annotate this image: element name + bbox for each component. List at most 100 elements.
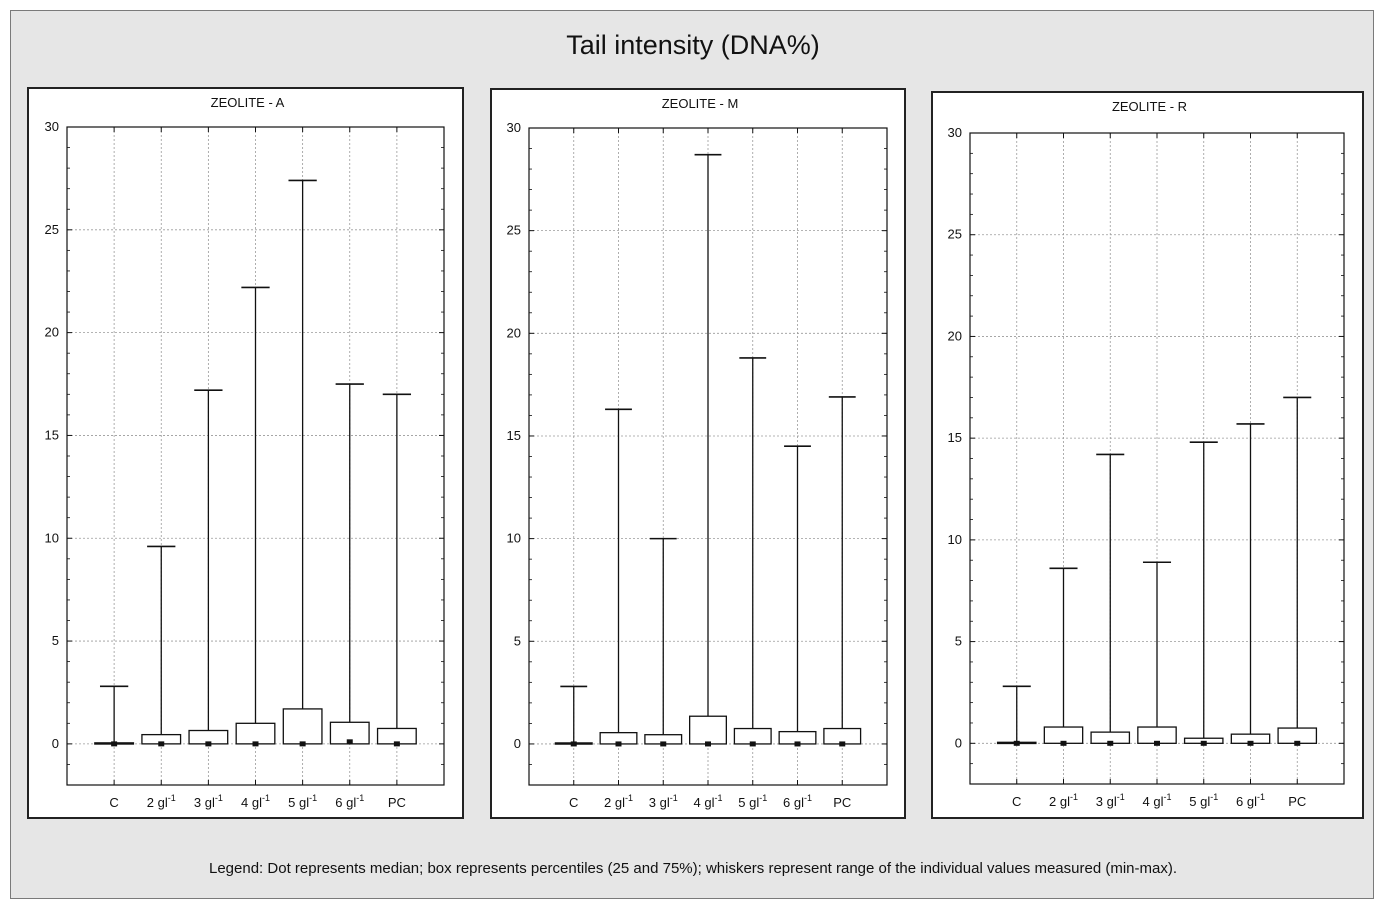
y-tick-label: 20: [948, 328, 962, 343]
x-tick-label: 5 gl-1: [738, 793, 767, 810]
x-tick-label: C: [1012, 794, 1021, 809]
y-tick-label: 10: [45, 530, 59, 545]
box: [282, 708, 323, 745]
median-dot: [1060, 740, 1067, 746]
x-tick-label: 6 gl-1: [783, 793, 812, 810]
x-tick-label: 4 gl-1: [241, 793, 270, 810]
x-tick-label-text: 5 gl: [738, 795, 759, 810]
x-tick-label-superscript: -1: [262, 793, 270, 803]
x-tick-label-text: 2 gl: [1049, 794, 1070, 809]
y-tick-label: 20: [45, 325, 59, 340]
x-tick-label-text: 6 gl: [1236, 794, 1257, 809]
x-tick-label-superscript: -1: [1163, 792, 1171, 802]
x-tick-label-text: C: [1012, 794, 1021, 809]
median-dot: [158, 741, 165, 747]
box: [235, 722, 276, 745]
y-tick-label: 10: [948, 532, 962, 547]
x-tick-label-superscript: -1: [804, 793, 812, 803]
median-dot: [794, 741, 801, 747]
x-tick-label-text: 6 gl: [335, 795, 356, 810]
x-tick-label: PC: [388, 795, 406, 810]
x-tick-label: C: [569, 795, 578, 810]
x-tick-label-text: 5 gl: [1189, 794, 1210, 809]
median-dot: [1294, 740, 1301, 746]
x-tick-label: 4 gl-1: [694, 793, 723, 810]
median-dot: [1013, 740, 1020, 746]
median-dot: [839, 741, 846, 747]
x-tick-label-text: 5 gl: [288, 795, 309, 810]
x-tick-label-text: PC: [1288, 794, 1306, 809]
y-tick-label: 25: [45, 222, 59, 237]
x-tick-label-text: 4 gl: [241, 795, 262, 810]
x-tick-label: 5 gl-1: [1189, 792, 1218, 809]
x-tick-label: 5 gl-1: [288, 793, 317, 810]
x-tick-label: 4 gl-1: [1143, 792, 1172, 809]
median-dot: [570, 741, 577, 747]
median-dot: [299, 741, 306, 747]
x-tick-label-superscript: -1: [168, 793, 176, 803]
median-dot: [660, 741, 667, 747]
x-tick-label-text: 3 gl: [1096, 794, 1117, 809]
x-tick-label: 2 gl-1: [1049, 792, 1078, 809]
median-dot: [615, 741, 622, 747]
x-tick-label-superscript: -1: [759, 793, 767, 803]
panel-zeolite-m: ZEOLITE - M 0 5 10 15 20 25 30 C 2 gl-1 3 gl-1 4 gl…: [490, 88, 906, 819]
y-tick-label: 0: [52, 736, 59, 751]
y-tick-label: 10: [507, 531, 521, 546]
x-tick-label-superscript: -1: [714, 793, 722, 803]
y-tick-label: 25: [507, 223, 521, 238]
median-dot: [1107, 740, 1114, 746]
x-tick-label-superscript: -1: [309, 793, 317, 803]
y-tick-label: 5: [955, 634, 962, 649]
y-tick-label: 15: [948, 430, 962, 445]
figure-title: Tail intensity (DNA%): [566, 30, 820, 60]
x-tick-label-text: 4 gl: [694, 795, 715, 810]
x-tick-label-text: 2 gl: [147, 795, 168, 810]
x-tick-label-text: C: [109, 795, 118, 810]
x-tick-label-superscript: -1: [1257, 792, 1265, 802]
y-tick-label: 5: [52, 633, 59, 648]
x-tick-label: 3 gl-1: [194, 793, 223, 810]
x-tick-label-superscript: -1: [1070, 792, 1078, 802]
x-tick-label: 3 gl-1: [649, 793, 678, 810]
x-tick-label-superscript: -1: [1117, 792, 1125, 802]
median-dot: [205, 741, 212, 747]
x-tick-label-text: 3 gl: [649, 795, 670, 810]
panel-title: ZEOLITE - A: [211, 95, 285, 110]
x-tick-label: 6 gl-1: [1236, 792, 1265, 809]
median-dot: [393, 741, 400, 747]
x-tick-label: PC: [1288, 794, 1306, 809]
y-tick-label: 30: [948, 125, 962, 140]
y-tick-label: 15: [507, 428, 521, 443]
x-tick-label: PC: [833, 795, 851, 810]
median-dot: [1154, 740, 1160, 746]
median-dot: [346, 739, 353, 745]
x-tick-label-text: PC: [388, 795, 406, 810]
x-tick-label-superscript: -1: [356, 793, 364, 803]
y-tick-label: 25: [948, 227, 962, 242]
x-tick-label: 3 gl-1: [1096, 792, 1125, 809]
y-tick-label: 30: [507, 120, 521, 135]
panel-title: ZEOLITE - M: [662, 96, 739, 111]
x-tick-label-text: C: [569, 795, 578, 810]
median-dot: [111, 741, 118, 747]
x-tick-label: C: [109, 795, 118, 810]
x-tick-label-superscript: -1: [1210, 792, 1218, 802]
legend-text: Legend: Dot represents median; box repre…: [209, 860, 1177, 877]
x-tick-label-superscript: -1: [625, 793, 633, 803]
y-tick-label: 5: [514, 633, 521, 648]
x-tick-label-text: 3 gl: [194, 795, 215, 810]
x-tick-label-superscript: -1: [670, 793, 678, 803]
median-dot: [749, 741, 756, 747]
x-tick-label: 6 gl-1: [335, 793, 364, 810]
panel-zeolite-r: ZEOLITE - R 0 5 10 15 20 25 30 C 2 gl-1 3 gl-1 4 gl…: [931, 91, 1364, 819]
x-tick-label-text: 6 gl: [783, 795, 804, 810]
y-tick-label: 30: [45, 119, 59, 134]
x-tick-label-text: PC: [833, 795, 851, 810]
x-tick-label-text: 4 gl: [1143, 794, 1164, 809]
y-tick-label: 20: [507, 325, 521, 340]
median-dot: [705, 741, 711, 747]
